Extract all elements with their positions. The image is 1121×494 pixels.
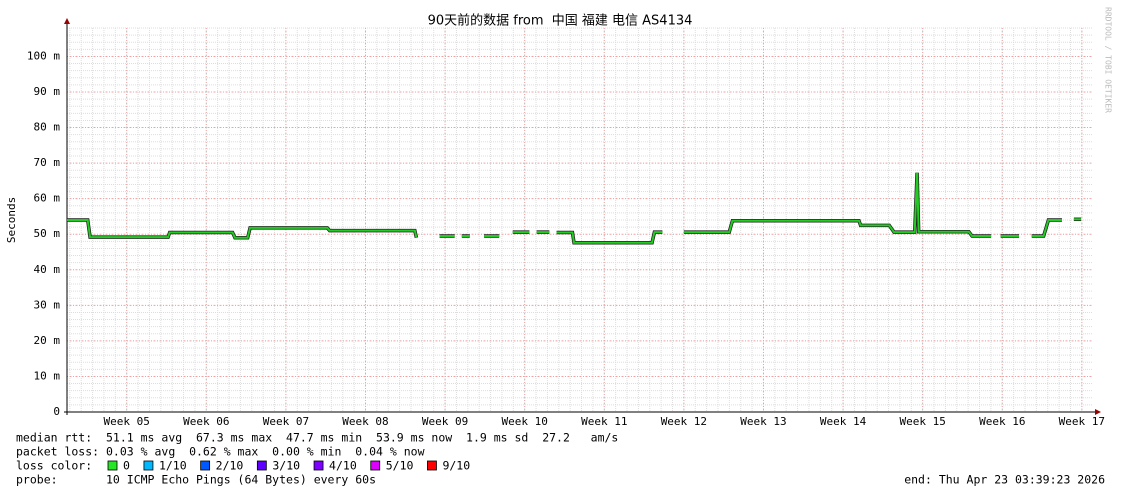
rtt-line-color <box>556 231 663 244</box>
loss-swatch <box>256 460 267 471</box>
rtt-line-color <box>683 172 992 237</box>
median-stats: median rtt: 51.1 ms avg 67.3 ms max 47.7… <box>16 431 618 445</box>
chart-title: 90天前的数据 from 中国 福建 电信 AS4134 <box>428 13 693 29</box>
x-tick-label: Week 14 <box>820 415 867 428</box>
loss-swatch <box>107 460 118 471</box>
x-tick-label: Week 10 <box>502 415 548 428</box>
x-tick-label: Week 11 <box>581 415 627 428</box>
y-tick-label: 0 <box>53 405 60 418</box>
y-tick-label: 80 m <box>34 121 61 134</box>
x-tick-label: Week 08 <box>342 415 388 428</box>
x-tick-label: Week 07 <box>263 415 309 428</box>
x-tick-label: Week 09 <box>422 415 468 428</box>
loss-swatch <box>200 460 211 471</box>
loss-label: 5/10 <box>386 459 414 473</box>
x-tick-label: Week 12 <box>661 415 707 428</box>
loss-label: 9/10 <box>442 459 470 473</box>
watermark: RRDTOOL / TOBI OETIKER <box>1104 7 1113 113</box>
loss-swatch <box>427 460 437 471</box>
x-tick-label: Week 17 <box>1059 415 1105 428</box>
loss-label: 1/10 <box>159 459 187 473</box>
y-tick-label: 20 m <box>34 334 61 347</box>
x-tick-label: Week 16 <box>979 415 1025 428</box>
y-axis-label: Seconds <box>5 197 18 243</box>
loss-swatch <box>313 460 324 471</box>
x-tick-label: Week 06 <box>183 415 229 428</box>
loss-swatch <box>370 460 381 471</box>
axis-arrow <box>1095 409 1101 415</box>
x-tick-label: Week 05 <box>104 415 150 428</box>
rtt-line-color <box>67 219 418 239</box>
y-tick-label: 30 m <box>34 298 61 311</box>
x-tick-label: Week 13 <box>740 415 786 428</box>
y-tick-label: 90 m <box>34 85 61 98</box>
y-tick-label: 60 m <box>34 192 61 205</box>
y-tick-label: 100 m <box>27 49 60 62</box>
loss-label: 2/10 <box>216 459 244 473</box>
y-tick-label: 50 m <box>34 227 61 240</box>
loss-label: 4/10 <box>329 459 357 473</box>
x-tick-label: Week 15 <box>899 415 945 428</box>
loss-color-label: loss color: <box>16 459 92 473</box>
loss-stats: packet loss: 0.03 % avg 0.62 % max 0.00 … <box>16 445 425 459</box>
loss-label: 3/10 <box>272 459 300 473</box>
end-time: end: Thu Apr 23 03:39:23 2026 <box>904 473 1105 487</box>
rtt-line-color <box>1031 219 1062 237</box>
loss-swatch <box>143 460 154 471</box>
loss-label: 0 <box>123 459 130 473</box>
y-tick-label: 40 m <box>34 263 61 276</box>
y-tick-label: 70 m <box>34 156 61 169</box>
y-tick-label: 10 m <box>34 369 61 382</box>
probe-info: probe: 10 ICMP Echo Pings (64 Bytes) eve… <box>16 473 376 487</box>
axis-arrow <box>64 18 70 24</box>
